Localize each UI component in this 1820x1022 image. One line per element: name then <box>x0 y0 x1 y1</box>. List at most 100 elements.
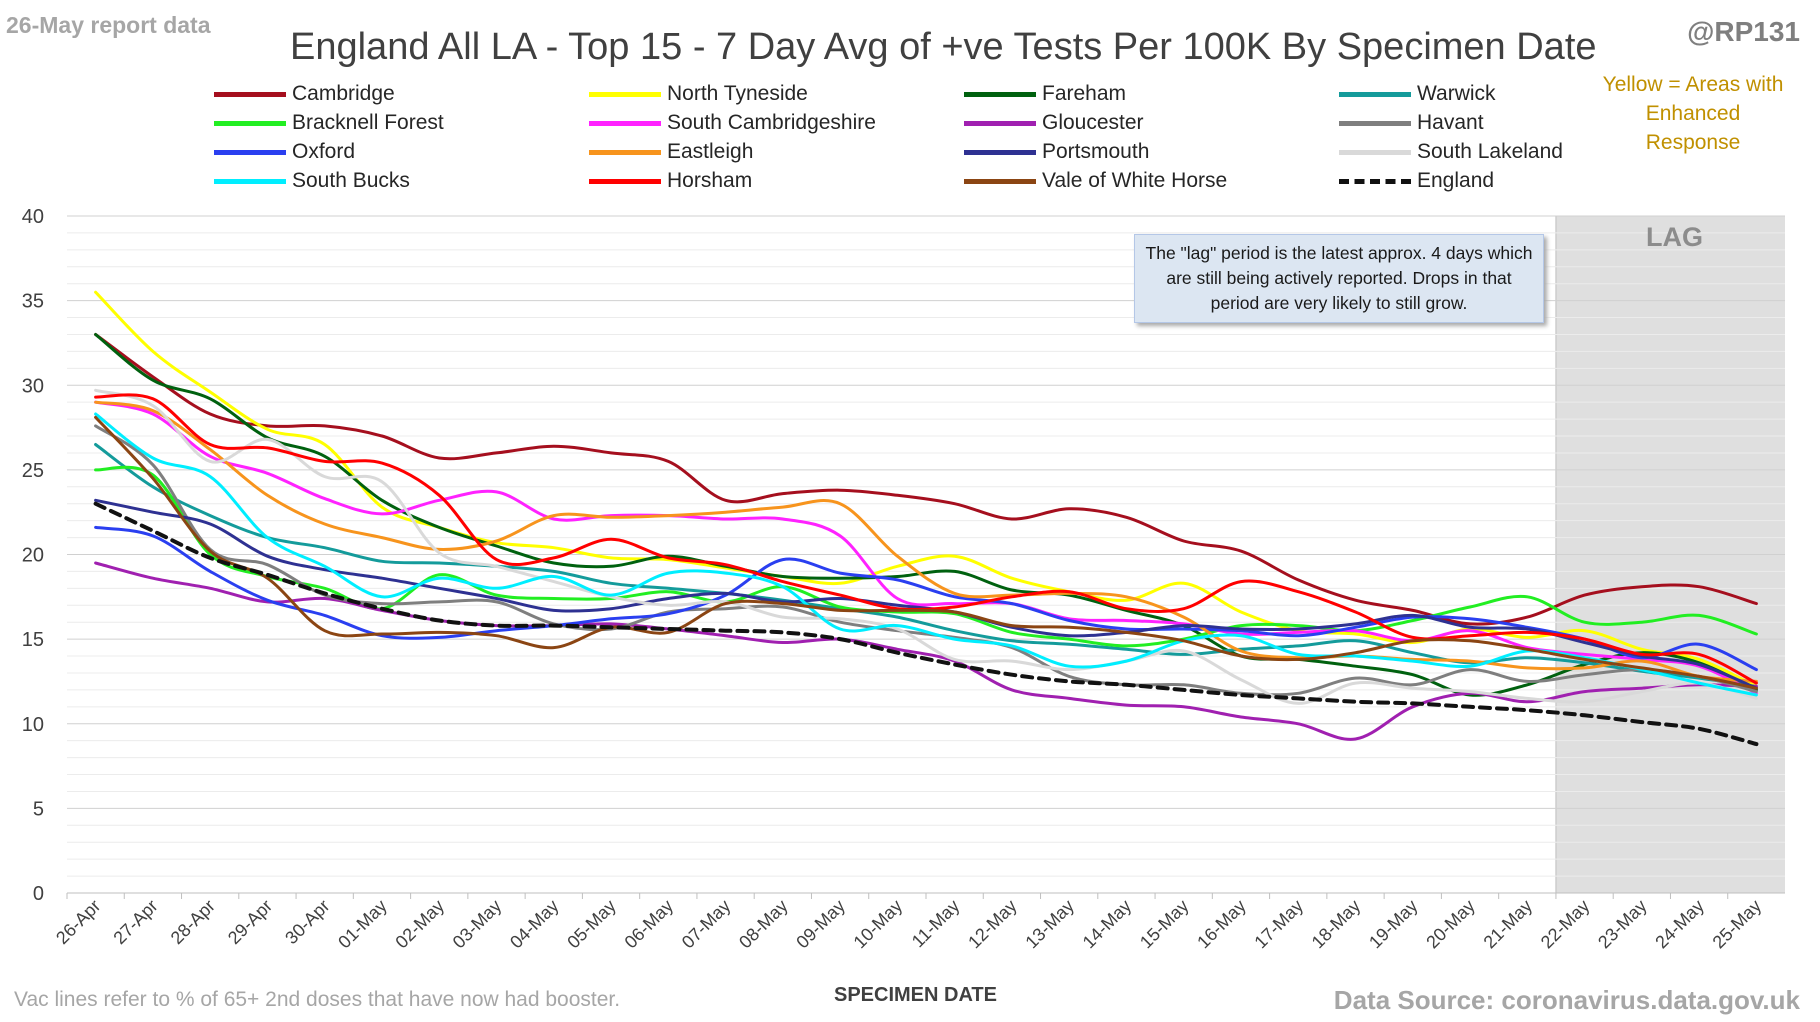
x-tick-label: 01-May <box>334 896 391 953</box>
x-tick-label: 03-May <box>449 896 506 953</box>
series-line-south-bucks <box>94 412 1758 697</box>
legend-item: South Cambridgeshire <box>589 109 876 137</box>
legend-label: Warwick <box>1417 82 1496 105</box>
x-tick-label: 04-May <box>506 896 563 953</box>
x-tick-label: 19-May <box>1365 896 1422 953</box>
legend-swatch <box>589 178 661 184</box>
legend-label: South Cambridgeshire <box>667 111 876 134</box>
y-tick-label: 40 <box>22 206 44 228</box>
enhanced-response-note: Yellow = Areas with Enhanced Response <box>1602 73 1784 154</box>
legend-swatch <box>964 120 1036 126</box>
legend-swatch <box>1339 120 1411 126</box>
x-tick-label: 16-May <box>1193 896 1250 953</box>
lag-label: LAG <box>1646 222 1703 252</box>
series-line-gloucester <box>94 561 1758 741</box>
legend-label: Fareham <box>1042 82 1127 105</box>
series-layer <box>93 290 1759 747</box>
legend-item: Fareham <box>964 80 1126 108</box>
series-line-south-cambridgeshire <box>94 400 1758 695</box>
series-line-warwick <box>94 443 1758 688</box>
legend-item: Cambridge <box>214 80 395 108</box>
legend-label: England <box>1417 169 1495 192</box>
legend-swatch <box>964 178 1036 184</box>
x-tick-label: 21-May <box>1480 896 1537 953</box>
data-source-note: Data Source: coronavirus.data.gov.uk <box>1333 985 1800 1015</box>
series-line-oxford <box>94 525 1758 672</box>
x-tick-label: 27-Apr <box>109 896 161 948</box>
x-tick-label: 17-May <box>1250 896 1307 953</box>
legend-item: Oxford <box>214 138 355 166</box>
legend-swatch <box>589 120 661 126</box>
x-tick-label: 09-May <box>792 896 849 953</box>
x-tick-label: 22-May <box>1537 896 1594 953</box>
y-tick-label: 25 <box>22 460 44 482</box>
legend-swatch <box>1339 91 1411 97</box>
legend-label: South Bucks <box>292 169 410 192</box>
legend-label: Vale of White Horse <box>1042 169 1228 192</box>
x-tick-label: 30-Apr <box>281 896 333 948</box>
legend-swatch <box>214 178 286 184</box>
legend-swatch <box>214 91 286 97</box>
legend-label: Horsham <box>667 169 753 192</box>
x-tick-label: 11-May <box>908 896 964 952</box>
x-tick-label: 20-May <box>1422 896 1479 953</box>
legend-item: Bracknell Forest <box>214 109 444 137</box>
x-tick-label: 26-Apr <box>52 896 104 948</box>
legend-label: South Lakeland <box>1417 140 1563 163</box>
legend-label: Portsmouth <box>1042 140 1150 163</box>
x-tick-label: 15-May <box>1136 896 1193 953</box>
legend-swatch <box>214 149 286 155</box>
x-tick-label: 18-May <box>1308 896 1365 953</box>
x-tick-label: 29-Apr <box>224 896 276 948</box>
legend-swatch <box>589 149 661 155</box>
legend-swatch <box>1339 149 1411 155</box>
legend-label: North Tyneside <box>667 82 808 105</box>
y-tick-label: 35 <box>22 291 44 313</box>
y-tick-label: 15 <box>22 629 44 651</box>
y-tick-label: 5 <box>33 798 44 820</box>
x-tick-label: 06-May <box>621 896 678 953</box>
series-line-cambridge <box>94 333 1758 626</box>
series-line-eastleigh <box>94 400 1758 683</box>
legend-label: Bracknell Forest <box>292 111 444 134</box>
x-tick-label: 07-May <box>678 896 735 953</box>
legend-item: Vale of White Horse <box>964 167 1227 195</box>
series-line-england <box>93 501 1759 747</box>
legend-label: Cambridge <box>292 82 395 105</box>
x-tick-label: 13-May <box>1021 896 1078 953</box>
legend-item: South Bucks <box>214 167 410 195</box>
y-tick-label: 30 <box>22 375 44 397</box>
series-line-bracknell-forest <box>94 465 1758 648</box>
legend-label: Havant <box>1417 111 1484 134</box>
x-tick-label: 10-May <box>850 896 907 953</box>
y-tick-label: 10 <box>22 714 44 736</box>
x-tick-label: 05-May <box>563 896 620 953</box>
y-tick-label: 0 <box>33 883 44 905</box>
chart-title: England All LA - Top 15 - 7 Day Avg of +… <box>290 26 1597 68</box>
legend-swatch <box>964 149 1036 155</box>
x-tick-label: 24-May <box>1651 896 1708 953</box>
author-handle: @RP131 <box>1687 16 1800 47</box>
legend-swatch <box>589 91 661 97</box>
lag-note-box: The "lag" period is the latest approx. 4… <box>1134 234 1544 323</box>
x-tick-label: 12-May <box>964 896 1021 953</box>
legend-item: Horsham <box>589 167 752 195</box>
x-tick-label: 28-Apr <box>167 896 219 948</box>
x-tick-label: 25-May <box>1709 896 1766 953</box>
legend-item: Eastleigh <box>589 138 753 166</box>
x-tick-label: 08-May <box>735 896 792 953</box>
series-line-south-lakeland <box>94 388 1758 705</box>
legend-item: Gloucester <box>964 109 1144 137</box>
legend-label: Oxford <box>292 140 356 163</box>
legend-swatch <box>214 120 286 126</box>
legend-label: Gloucester <box>1042 111 1144 134</box>
series-line-vale-of-white-horse <box>94 415 1758 690</box>
legend-swatch <box>964 91 1036 97</box>
x-axis-title: SPECIMEN DATE <box>834 984 997 1006</box>
legend-item: Havant <box>1339 109 1484 137</box>
legend-item: North Tyneside <box>589 80 808 108</box>
legend-item: England <box>1339 167 1494 195</box>
legend-item: Warwick <box>1339 80 1496 108</box>
chart-legend: Cambridge North Tyneside Fareham Warwick Bra… <box>214 82 1594 206</box>
vac-note: Vac lines refer to % of 65+ 2nd doses th… <box>14 988 621 1011</box>
